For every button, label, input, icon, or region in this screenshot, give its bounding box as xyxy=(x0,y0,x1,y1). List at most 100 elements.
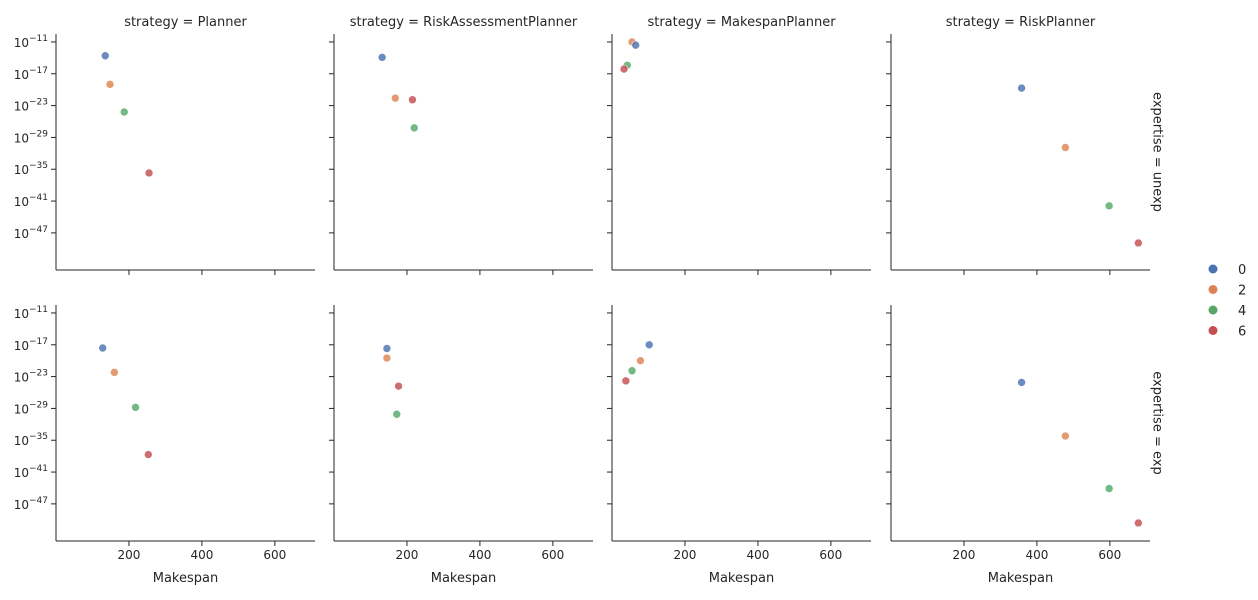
legend-item-2: 2 xyxy=(1208,284,1246,299)
point-group-2 xyxy=(1061,431,1070,441)
row-title: expertise = unexp xyxy=(1150,92,1165,212)
facet-panels: strategy = Planner10−1110−1710−2310−2910… xyxy=(14,15,1165,586)
y-tick-base: 10 xyxy=(14,339,29,353)
y-tick-base: 10 xyxy=(14,227,29,241)
point-group-2 xyxy=(1061,143,1070,152)
y-tick-label: 10−11 xyxy=(14,34,48,50)
y-tick-base: 10 xyxy=(14,68,29,82)
x-tick-label: 600 xyxy=(263,548,286,562)
legend-label: 6 xyxy=(1238,325,1246,340)
point-group-6 xyxy=(1134,238,1143,248)
y-tick-exponent: −47 xyxy=(29,225,48,235)
x-axis-label: Makespan xyxy=(709,571,774,586)
point-group-2 xyxy=(636,356,645,365)
point-group-0 xyxy=(382,344,392,353)
point-group-0 xyxy=(644,340,654,350)
point-group-2 xyxy=(110,368,119,377)
x-axis-label: Makespan xyxy=(153,571,218,586)
y-tick-exponent: −35 xyxy=(29,161,48,171)
facet-panel-unexp-0: strategy = Planner10−1110−1710−2310−2910… xyxy=(14,15,315,275)
point-group-4 xyxy=(1104,484,1114,493)
legend-marker xyxy=(1208,305,1218,315)
y-tick-label: 10−17 xyxy=(14,66,48,82)
y-tick-exponent: −23 xyxy=(29,98,48,108)
x-tick-label: 600 xyxy=(541,548,564,562)
y-tick-label: 10−11 xyxy=(14,305,48,321)
point-group-4 xyxy=(1104,201,1114,211)
y-tick-base: 10 xyxy=(14,434,29,448)
y-tick-label: 10−41 xyxy=(14,193,48,209)
x-tick-label: 400 xyxy=(1025,548,1048,562)
legend: 0 2 4 6 xyxy=(1208,263,1246,340)
y-tick-base: 10 xyxy=(14,163,29,177)
y-tick-label: 10−47 xyxy=(14,496,48,512)
y-tick-label: 10−41 xyxy=(14,464,48,480)
y-tick-base: 10 xyxy=(14,195,29,209)
y-tick-exponent: −29 xyxy=(29,129,48,139)
y-tick-label: 10−23 xyxy=(14,369,48,385)
facet-panel-exp-3: expertise = exp 200 400 600 Makespan xyxy=(886,305,1165,586)
y-tick-label: 10−23 xyxy=(14,98,48,114)
y-tick-base: 10 xyxy=(14,131,29,145)
facet-panel-exp-2: 200 400 600 Makespan xyxy=(607,305,871,586)
y-tick-exponent: −11 xyxy=(29,34,48,44)
col-title: strategy = MakespanPlanner xyxy=(647,15,836,30)
x-tick-label: 600 xyxy=(1098,548,1121,562)
y-tick-base: 10 xyxy=(14,402,29,416)
y-tick-exponent: −17 xyxy=(29,66,48,76)
point-group-4 xyxy=(131,403,140,412)
y-tick-exponent: −41 xyxy=(29,193,48,203)
y-tick-label: 10−35 xyxy=(14,432,48,448)
facet-panel-exp-0: 200 400 600Makespan10−1110−1710−2310−2910−… xyxy=(14,305,315,586)
point-group-6 xyxy=(1134,518,1143,528)
x-tick-label: 400 xyxy=(468,548,491,562)
legend-label: 0 xyxy=(1238,263,1246,278)
y-tick-base: 10 xyxy=(14,36,29,50)
point-group-6 xyxy=(143,450,153,459)
col-title: strategy = RiskPlanner xyxy=(946,15,1096,30)
x-tick-label: 200 xyxy=(396,548,419,562)
y-tick-base: 10 xyxy=(14,498,29,512)
x-tick-label: 200 xyxy=(674,548,697,562)
legend-item-6: 6 xyxy=(1208,325,1246,340)
x-tick-label: 400 xyxy=(746,548,769,562)
legend-marker xyxy=(1208,326,1218,335)
x-axis-label: Makespan xyxy=(431,571,496,586)
row-title: expertise = exp xyxy=(1150,371,1165,474)
y-tick-exponent: −23 xyxy=(29,369,48,379)
y-tick-exponent: −47 xyxy=(29,496,48,506)
x-tick-label: 600 xyxy=(819,548,842,562)
y-tick-label: 10−35 xyxy=(14,161,48,177)
x-axis-label: Makespan xyxy=(988,571,1053,586)
legend-label: 4 xyxy=(1238,304,1246,319)
y-tick-exponent: −29 xyxy=(29,400,48,410)
y-tick-base: 10 xyxy=(14,371,29,385)
point-group-2 xyxy=(382,353,392,363)
point-group-6 xyxy=(408,95,417,105)
y-tick-base: 10 xyxy=(14,466,29,480)
facet-panel-exp-1: 200 400 600 Makespan xyxy=(329,305,593,586)
point-group-0 xyxy=(1017,83,1026,93)
point-group-0 xyxy=(631,40,641,50)
point-group-2 xyxy=(390,93,400,103)
y-tick-base: 10 xyxy=(14,307,29,321)
legend-item-0: 0 xyxy=(1208,263,1246,278)
y-tick-exponent: −11 xyxy=(29,305,48,315)
x-tick-label: 200 xyxy=(953,548,976,562)
y-tick-base: 10 xyxy=(14,100,29,114)
col-title: strategy = Planner xyxy=(124,15,247,30)
legend-marker xyxy=(1208,285,1218,294)
facet-panel-unexp-2: strategy = MakespanPlanner xyxy=(607,15,871,275)
y-tick-label: 10−29 xyxy=(14,400,49,416)
point-group-4 xyxy=(119,107,129,117)
y-tick-label: 10−47 xyxy=(14,225,48,241)
y-tick-label: 10−17 xyxy=(14,337,48,353)
y-tick-label: 10−29 xyxy=(14,129,49,145)
legend-item-4: 4 xyxy=(1208,304,1246,319)
point-group-6 xyxy=(394,381,403,391)
point-group-0 xyxy=(1017,378,1026,387)
y-tick-exponent: −41 xyxy=(29,464,48,474)
col-title: strategy = RiskAssessmentPlanner xyxy=(350,15,578,30)
y-tick-exponent: −17 xyxy=(29,337,48,347)
y-tick-exponent: −35 xyxy=(29,432,48,442)
